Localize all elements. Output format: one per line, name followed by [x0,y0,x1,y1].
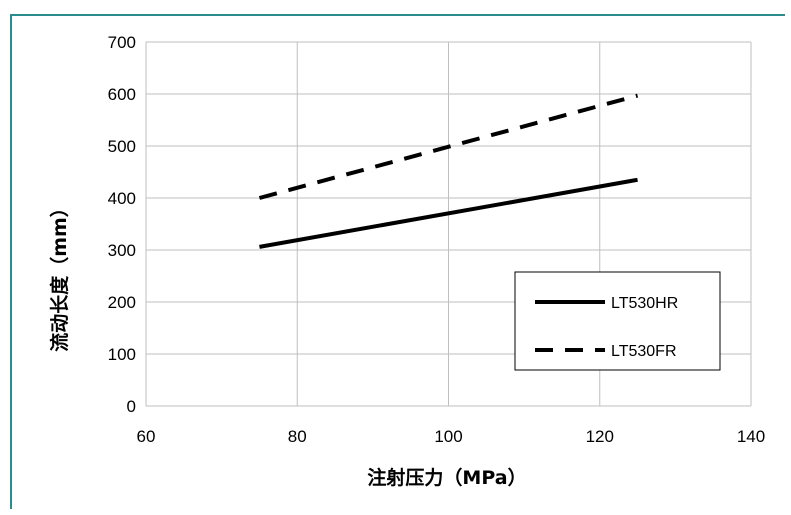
series-lines [258,93,639,249]
legend: LT530HR LT530FR [514,271,721,371]
y-tick-label: 100 [108,345,136,364]
x-axis-title: 注射压力（MPa） [367,466,526,489]
y-tick-label: 0 [127,397,136,416]
series-line-lt530hr [259,177,638,249]
y-axis-title: 流动长度（mm） [48,198,71,352]
y-tick-label: 700 [108,33,136,52]
legend-box [514,271,721,371]
y-tick-label: 500 [108,137,136,156]
x-axis-ticks: 60 80 100 120 140 [137,427,766,446]
y-axis-ticks: 0 100 200 300 400 500 600 700 [108,33,136,416]
x-tick-label: 120 [586,427,614,446]
y-tick-label: 400 [108,189,136,208]
chart-frame [10,14,785,509]
x-tick-label: 60 [137,427,156,446]
x-tick-label: 140 [737,427,765,446]
y-tick-label: 300 [108,241,136,260]
x-tick-label: 100 [434,427,462,446]
x-tick-label: 80 [288,427,307,446]
legend-label-lt530hr: LT530HR [611,295,678,312]
series-line-lt530fr [258,93,639,200]
legend-label-lt530fr: LT530FR [611,343,677,360]
y-tick-label: 200 [108,293,136,312]
y-tick-label: 600 [108,85,136,104]
